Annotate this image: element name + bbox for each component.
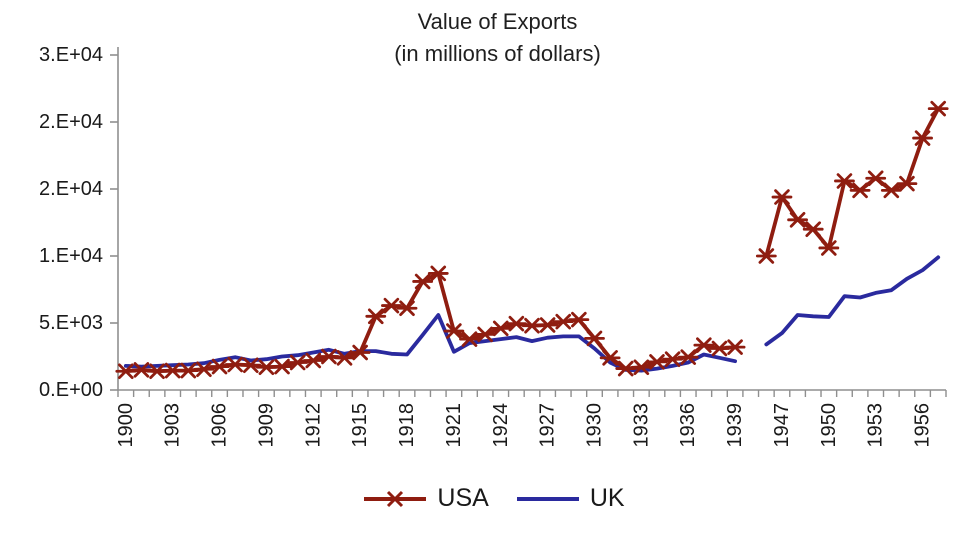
usa-data-marker <box>427 265 449 282</box>
usa-data-marker <box>271 358 293 375</box>
usa-data-marker <box>568 311 590 328</box>
usa-data-marker <box>443 323 465 339</box>
y-axis-ticks: 0.E+00 5.E+03 1.E+04 2.E+04 2.E+04 3.E+04 <box>39 44 118 401</box>
chart-legend: USA UK <box>0 484 957 513</box>
usa-line-asterisk-icon <box>364 490 427 507</box>
usa-data-marker <box>834 173 855 189</box>
usa-legend-label: USA <box>437 484 489 512</box>
usa-data-marker <box>599 350 621 366</box>
usa-data-marker <box>287 354 309 371</box>
usa-data-marker <box>396 300 418 317</box>
usa-data-marker <box>818 240 840 256</box>
usa-data-marker <box>552 313 574 330</box>
x-axis-labels: 1900 1903 1906 1909 1912 1915 1918 1921 1924 1927… <box>115 403 934 448</box>
usa-data-marker <box>474 326 496 343</box>
chart-title: Value of Exports <box>417 9 578 34</box>
y-tick-label: 3.E+04 <box>39 44 103 66</box>
usa-series-line <box>115 100 949 380</box>
x-tick-label: 1912 <box>302 403 324 448</box>
uk-legend-label: UK <box>589 484 625 512</box>
x-tick-label: 1933 <box>630 403 652 448</box>
x-tick-label: 1900 <box>115 403 137 448</box>
usa-data-marker <box>505 315 527 332</box>
usa-data-marker <box>802 221 824 237</box>
usa-data-marker <box>584 330 605 347</box>
usa-data-marker <box>365 308 387 325</box>
usa-data-marker <box>709 340 730 357</box>
y-tick-label: 2.E+04 <box>39 111 103 133</box>
y-tick-label: 1.E+04 <box>39 245 103 267</box>
usa-data-marker <box>787 212 808 228</box>
usa-data-marker <box>662 351 684 367</box>
axes <box>117 47 946 391</box>
uk-series-line <box>123 255 941 373</box>
usa-data-marker <box>412 273 434 290</box>
usa-data-marker <box>755 248 777 264</box>
usa-data-marker <box>380 297 402 314</box>
usa-data-marker <box>490 320 512 337</box>
usa-data-marker <box>193 361 215 378</box>
legend-item-uk: UK <box>515 484 625 513</box>
x-tick-label: 1906 <box>209 403 231 448</box>
usa-data-marker <box>630 359 652 376</box>
usa-data-marker <box>537 317 559 333</box>
x-tick-label: 1903 <box>162 403 184 448</box>
x-tick-label: 1939 <box>724 403 746 448</box>
usa-data-marker <box>865 170 887 187</box>
usa-data-marker <box>724 339 746 355</box>
x-tick-label: 1950 <box>818 403 840 448</box>
usa-data-marker <box>880 182 902 199</box>
usa-data-marker <box>771 189 793 205</box>
y-tick-label: 2.E+04 <box>39 178 103 200</box>
chart-canvas: 0.E+00 5.E+03 1.E+04 2.E+04 2.E+04 3.E+04 1900… <box>39 44 949 448</box>
y-tick-label: 5.E+03 <box>39 312 103 334</box>
usa-data-marker <box>615 360 637 377</box>
usa-data-marker <box>896 175 918 192</box>
usa-data-marker <box>334 350 355 366</box>
x-tick-label: 1921 <box>443 403 465 448</box>
usa-data-marker <box>349 344 371 361</box>
x-tick-label: 1956 <box>912 403 934 448</box>
usa-data-marker <box>912 130 933 146</box>
usa-data-marker <box>459 331 480 347</box>
x-tick-label: 1915 <box>349 403 371 448</box>
x-tick-label: 1947 <box>771 403 793 448</box>
usa-data-marker <box>693 337 715 353</box>
usa-data-marker <box>927 100 949 117</box>
usa-data-marker <box>318 348 340 365</box>
usa-data-marker <box>646 354 668 370</box>
x-tick-label: 1930 <box>583 403 605 448</box>
usa-data-marker <box>677 349 699 365</box>
x-tick-label: 1909 <box>255 403 277 448</box>
usa-data-marker <box>115 363 137 380</box>
usa-data-marker <box>209 358 230 375</box>
chart-title-block: Value of Exports (in millions of dollars… <box>0 6 957 70</box>
x-tick-label: 1927 <box>537 403 559 448</box>
usa-data-marker <box>240 357 262 374</box>
chart-subtitle: (in millions of dollars) <box>394 40 601 66</box>
x-tick-label: 1936 <box>677 403 699 448</box>
x-tick-label: 1953 <box>865 403 887 448</box>
uk-line-icon <box>516 496 579 501</box>
y-tick-label: 0.E+00 <box>39 379 103 401</box>
x-axis-ticks <box>117 390 947 397</box>
usa-data-marker <box>177 362 199 379</box>
x-tick-label: 1924 <box>490 403 512 448</box>
legend-item-usa: USA <box>362 484 489 513</box>
usa-data-marker <box>302 352 324 369</box>
usa-data-marker <box>131 362 152 378</box>
usa-data-marker <box>849 182 871 199</box>
x-tick-label: 1918 <box>396 403 418 448</box>
